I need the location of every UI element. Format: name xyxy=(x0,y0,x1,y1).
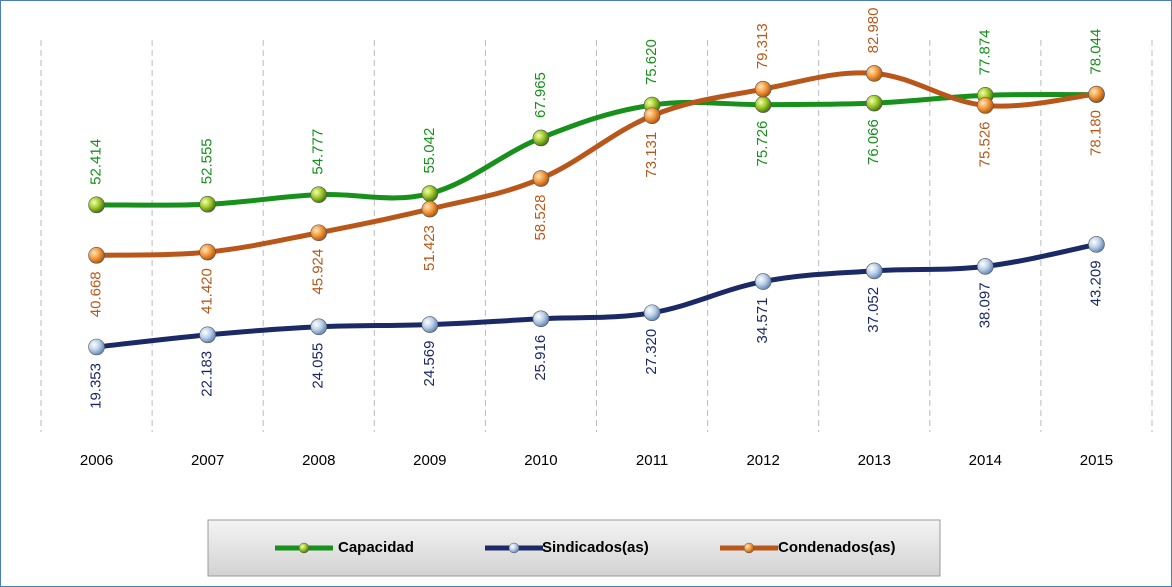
marker xyxy=(754,96,772,113)
data-label: 25.916 xyxy=(532,335,549,381)
legend-marker xyxy=(298,542,310,554)
marker xyxy=(865,65,883,82)
data-label: 52.414 xyxy=(88,139,105,185)
data-label: 38.097 xyxy=(976,282,993,328)
marker xyxy=(310,318,328,336)
marker xyxy=(421,200,439,218)
data-label: 24.569 xyxy=(421,341,438,387)
marker xyxy=(88,338,105,356)
marker xyxy=(865,262,883,280)
marker xyxy=(88,196,105,214)
data-label: 75.726 xyxy=(754,121,771,167)
x-tick-label: 2011 xyxy=(636,452,668,469)
legend-label: Condenados(as) xyxy=(778,539,896,556)
data-label: 22.183 xyxy=(199,351,216,397)
legend-marker xyxy=(743,542,755,554)
data-label: 37.052 xyxy=(865,287,882,333)
marker xyxy=(532,170,550,187)
marker xyxy=(1088,236,1105,253)
marker xyxy=(754,80,772,98)
data-label: 73.131 xyxy=(643,132,660,178)
data-label: 75.526 xyxy=(976,121,993,167)
data-label: 45.924 xyxy=(310,249,327,295)
marker xyxy=(643,304,661,322)
series-line xyxy=(94,91,1099,208)
series-line xyxy=(94,70,1099,258)
x-tick-label: 2008 xyxy=(302,452,335,469)
marker xyxy=(1088,85,1105,103)
legend-label: Sindicados(as) xyxy=(542,539,649,556)
data-label: 41.420 xyxy=(199,268,216,314)
x-tick-label: 2010 xyxy=(524,452,557,469)
marker xyxy=(199,195,216,213)
data-label: 67.965 xyxy=(532,72,549,118)
marker xyxy=(532,129,550,147)
marker xyxy=(865,94,883,112)
marker xyxy=(310,224,328,242)
marker xyxy=(977,97,994,114)
marker xyxy=(421,316,439,333)
series-line xyxy=(94,241,1099,350)
data-label: 77.874 xyxy=(976,29,993,75)
marker xyxy=(643,107,661,125)
marker xyxy=(88,247,105,264)
data-label: 52.555 xyxy=(199,138,216,184)
x-tick-label: 2007 xyxy=(191,452,224,469)
data-label: 51.423 xyxy=(421,225,438,271)
data-label: 82.980 xyxy=(865,8,882,54)
marker xyxy=(532,310,550,328)
data-label: 54.777 xyxy=(310,129,327,175)
data-label: 76.066 xyxy=(865,119,882,165)
x-tick-label: 2013 xyxy=(858,452,891,469)
data-label: 27.320 xyxy=(643,329,660,375)
data-label: 78.044 xyxy=(1087,29,1104,75)
x-tick-label: 2015 xyxy=(1080,452,1113,469)
x-tick-label: 2014 xyxy=(969,452,1002,469)
data-label: 78.180 xyxy=(1087,110,1104,156)
data-label: 79.313 xyxy=(754,23,771,69)
x-tick-label: 2006 xyxy=(80,452,113,469)
data-label: 24.055 xyxy=(310,343,327,389)
data-label: 34.571 xyxy=(754,298,771,344)
marker xyxy=(421,185,439,202)
x-tick-label: 2009 xyxy=(413,452,446,469)
data-label: 75.620 xyxy=(643,39,660,85)
legend-label: Capacidad xyxy=(338,539,414,556)
data-label: 40.668 xyxy=(88,271,105,317)
marker xyxy=(754,273,772,290)
data-label: 55.042 xyxy=(421,128,438,174)
data-label: 43.209 xyxy=(1087,260,1104,306)
data-label: 19.353 xyxy=(88,363,105,409)
marker xyxy=(199,243,216,261)
data-label: 58.528 xyxy=(532,195,549,241)
legend-marker xyxy=(508,542,520,554)
marker xyxy=(199,326,216,344)
x-tick-label: 2012 xyxy=(746,452,779,469)
marker xyxy=(977,258,994,275)
marker xyxy=(310,186,328,203)
